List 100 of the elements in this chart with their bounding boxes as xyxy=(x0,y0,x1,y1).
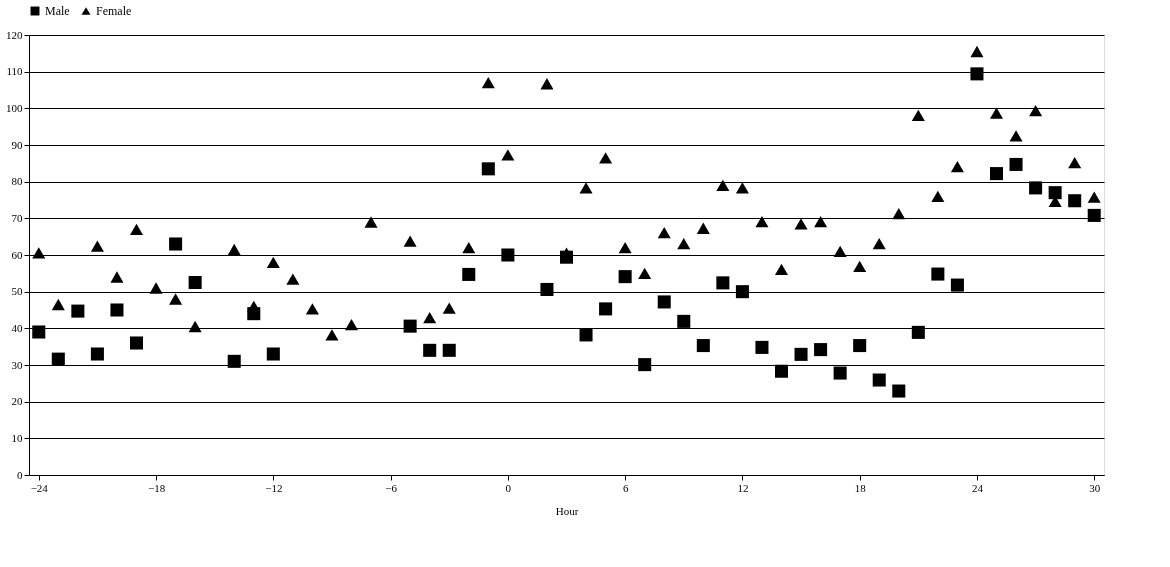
point xyxy=(677,237,691,250)
point xyxy=(853,339,867,353)
point xyxy=(931,267,945,281)
point xyxy=(1009,157,1023,171)
point xyxy=(892,384,906,398)
point xyxy=(188,275,202,290)
point xyxy=(266,347,280,361)
point xyxy=(129,336,144,350)
point xyxy=(90,347,104,361)
y-tick-label: 70 xyxy=(11,211,23,224)
point xyxy=(657,295,671,309)
x-tick-label: −24 xyxy=(30,481,49,494)
point xyxy=(716,276,730,290)
point xyxy=(481,77,495,89)
legend-label: Male xyxy=(45,4,70,18)
y-tick-label: 100 xyxy=(6,101,23,114)
x-axis-title: Hour xyxy=(555,504,579,517)
y-tick-label: 90 xyxy=(11,138,23,151)
y-tick-label: 30 xyxy=(11,358,23,371)
point xyxy=(853,260,867,273)
y-tick-label: 40 xyxy=(11,321,23,334)
point xyxy=(227,354,241,368)
point xyxy=(462,267,476,281)
point xyxy=(638,267,652,279)
point xyxy=(638,358,652,372)
y-tick-label: 80 xyxy=(11,175,23,188)
point xyxy=(325,329,339,341)
point xyxy=(364,216,378,228)
point xyxy=(950,160,964,173)
point xyxy=(1087,208,1101,222)
point xyxy=(755,215,769,228)
y-tick-label: 60 xyxy=(11,248,23,261)
point xyxy=(755,340,769,354)
point xyxy=(794,218,808,230)
point xyxy=(1029,181,1043,195)
point xyxy=(599,302,613,316)
point xyxy=(970,45,984,58)
point xyxy=(931,190,945,202)
point xyxy=(794,347,808,361)
point xyxy=(950,278,964,292)
point xyxy=(696,339,710,353)
point xyxy=(735,285,749,299)
point xyxy=(618,242,632,254)
point xyxy=(814,215,828,228)
point xyxy=(129,223,144,235)
point xyxy=(344,319,359,331)
point xyxy=(247,300,261,312)
point xyxy=(989,167,1004,181)
point xyxy=(892,207,906,220)
point xyxy=(51,298,65,311)
point xyxy=(1068,194,1082,208)
point xyxy=(677,314,691,328)
x-tick-label: 18 xyxy=(854,481,867,494)
point xyxy=(1087,191,1101,203)
x-tick-label: 6 xyxy=(622,481,629,494)
point xyxy=(774,263,789,275)
y-tick-label: 0 xyxy=(17,468,23,481)
point xyxy=(423,312,437,324)
point xyxy=(266,256,280,268)
point xyxy=(911,109,925,121)
point xyxy=(1048,186,1062,200)
y-tick-label: 20 xyxy=(11,395,23,408)
point xyxy=(696,222,710,234)
point xyxy=(423,343,437,357)
point xyxy=(32,325,46,339)
point xyxy=(1029,104,1043,117)
point xyxy=(735,182,749,194)
y-tick-label: 120 xyxy=(6,28,23,41)
point xyxy=(442,302,456,314)
point xyxy=(149,282,163,294)
point xyxy=(814,343,828,357)
point xyxy=(110,271,124,283)
point xyxy=(540,78,554,90)
point xyxy=(599,152,613,164)
point xyxy=(90,240,104,252)
point xyxy=(71,304,85,318)
point xyxy=(188,320,202,333)
point xyxy=(579,328,593,342)
y-tick-label: 10 xyxy=(11,431,23,444)
point xyxy=(833,245,847,257)
y-tick-label: 110 xyxy=(6,65,23,78)
y-tick-label: 50 xyxy=(11,285,23,298)
point xyxy=(989,107,1004,119)
point xyxy=(618,270,632,284)
point xyxy=(169,293,183,305)
point xyxy=(872,237,886,250)
x-tick-label: 0 xyxy=(505,481,512,494)
x-tick-label: 12 xyxy=(737,481,749,494)
x-tick-label: −18 xyxy=(147,481,166,494)
point xyxy=(51,352,65,366)
point xyxy=(657,226,671,239)
point xyxy=(110,303,124,317)
point xyxy=(501,149,515,161)
legend-label: Female xyxy=(96,4,132,18)
point xyxy=(403,319,417,333)
point xyxy=(442,343,456,357)
point xyxy=(1009,130,1023,142)
point xyxy=(305,303,319,315)
point xyxy=(1068,156,1082,169)
point xyxy=(833,366,847,380)
